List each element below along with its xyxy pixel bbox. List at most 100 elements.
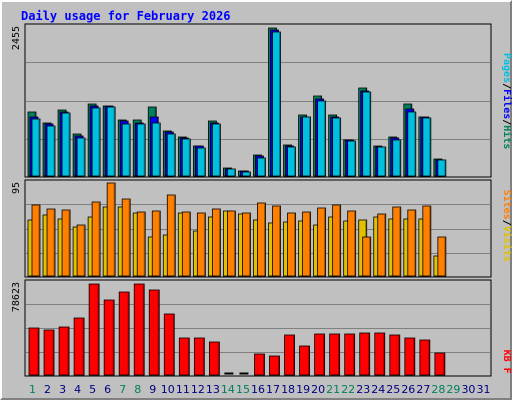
kbytes-bar-shade: [368, 334, 370, 375]
sites-bar-shade: [53, 210, 55, 276]
sites-bar: [377, 213, 387, 277]
pages-bar: [181, 138, 191, 177]
pages-bar-shade: [233, 170, 236, 176]
pages-bar-shade: [83, 139, 85, 176]
day-label: 18: [281, 383, 295, 396]
sites-bar: [257, 202, 266, 277]
pages-files-hits-legend-item: /: [501, 83, 512, 89]
kbytes-legend-item: F: [501, 362, 512, 374]
pages-bar-shade: [143, 125, 145, 176]
kbytes-bar: [359, 332, 371, 376]
pages-bar-shade: [369, 93, 371, 176]
day-label: 19: [296, 383, 310, 396]
sites-bar-shade: [38, 206, 40, 276]
sites-bar-shade: [384, 215, 386, 276]
pages-bar: [121, 123, 131, 177]
pages-bar: [211, 123, 221, 177]
kbytes-bar-shade: [67, 328, 69, 375]
day-label: 3: [59, 383, 66, 396]
sites-bar-shade: [203, 214, 206, 276]
pages-bar: [91, 107, 101, 177]
pages-bar: [106, 106, 116, 177]
kbytes-legend-item: KB: [501, 350, 512, 362]
sites-bar-shade: [399, 208, 401, 276]
pages-bar-shade: [279, 33, 281, 176]
pages-bar: [377, 146, 387, 177]
kbytes-legend: KB F: [501, 350, 512, 374]
day-label: 17: [266, 383, 280, 396]
kbytes-bar: [193, 337, 205, 376]
sites-bar-shade: [128, 200, 130, 276]
kbytes-bar-shade: [443, 354, 445, 375]
kbytes-bar: [43, 329, 55, 376]
day-label: 8: [134, 383, 141, 396]
day-label: 16: [251, 383, 265, 396]
kbytes-bar-shade: [142, 285, 144, 375]
sites-bar-shade: [263, 204, 266, 276]
kbytes-bar-shade: [187, 339, 190, 375]
sites-bar-shade: [158, 212, 160, 276]
day-label: 6: [104, 383, 111, 396]
sites-bar: [31, 204, 41, 277]
sites-bar: [166, 194, 176, 277]
sites-bar-shade: [188, 213, 191, 276]
pages-bar: [362, 91, 372, 177]
kbytes-bar-shade: [82, 319, 84, 375]
pages-bar-shade: [128, 125, 130, 176]
pages-bar: [196, 147, 206, 177]
kbytes-bar: [329, 333, 341, 376]
pages-bar: [332, 117, 342, 177]
kbytes-bar-shade: [323, 335, 325, 375]
pages-bar-shade: [38, 120, 40, 176]
sites-bar: [392, 206, 402, 277]
kbytes-bar-shade: [338, 335, 340, 375]
pages-bar: [437, 159, 447, 177]
sites-visits-max-label: 95: [11, 182, 22, 194]
day-label: 20: [311, 383, 325, 396]
sites-bar-shade: [218, 210, 221, 276]
sites-bar: [151, 210, 161, 277]
pages-bar: [422, 117, 432, 177]
sites-bar-shade: [173, 196, 175, 276]
sites-visits-legend: Sites/Visits: [501, 190, 512, 262]
sites-bar: [106, 182, 116, 277]
sites-bar-shade: [294, 214, 296, 276]
day-label: 23: [356, 383, 370, 396]
kbytes-bar-shade: [293, 336, 295, 375]
pages-bar-shade: [414, 113, 416, 176]
day-label: 7: [119, 383, 126, 396]
day-label: 26: [401, 383, 415, 396]
pages-bar: [166, 133, 176, 177]
pages-bar-shade: [309, 118, 311, 176]
sites-bar: [287, 212, 296, 277]
sites-bar-shade: [429, 207, 431, 276]
pages-files-hits-legend-item: Hits: [501, 125, 512, 149]
day-label: 14: [221, 383, 235, 396]
day-label: 27: [416, 383, 430, 396]
day-label: 12: [191, 383, 205, 396]
pages-bar-shade: [53, 127, 55, 176]
pages-bar-shade: [384, 148, 386, 176]
sites-bar: [136, 211, 146, 277]
day-label: 24: [371, 383, 385, 396]
kbytes-bar-shade: [262, 355, 265, 375]
sites-bar: [196, 212, 206, 277]
sites-bar-shade: [339, 206, 341, 276]
pages-bar: [242, 171, 251, 177]
kbytes-bar-shade: [97, 285, 99, 375]
pages-bar-shade: [218, 125, 221, 176]
sites-bar: [347, 210, 357, 277]
sites-bar: [362, 236, 372, 277]
kbytes-bar-shade: [308, 347, 310, 375]
kbytes-bar-shade: [428, 341, 430, 375]
kbytes-bar: [299, 345, 310, 376]
pages-bar-shade: [399, 141, 401, 176]
day-label: 25: [386, 383, 400, 396]
pages-bar-shade: [173, 135, 175, 176]
kbytes-bar: [269, 355, 280, 376]
kbytes-bar: [314, 333, 326, 376]
sites-bar-shade: [233, 212, 236, 276]
sites-bar-shade: [113, 184, 115, 276]
sites-bar: [91, 201, 101, 277]
sites-bar: [46, 208, 56, 277]
